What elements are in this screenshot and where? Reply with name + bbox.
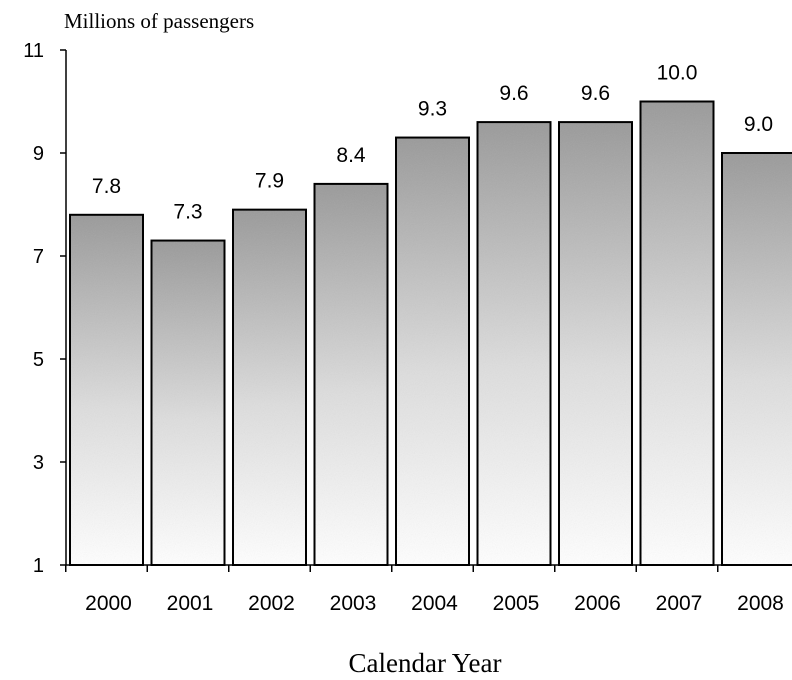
bar-texture (71, 215, 142, 565)
value-label: 9.0 (744, 113, 773, 136)
x-tick-label: 2007 (656, 592, 703, 615)
x-axis-title: Calendar Year (349, 648, 502, 678)
bar-texture (315, 184, 387, 564)
x-axis: 2000 2001 2002 2003 2004 2005 2006 2007 2008 (65, 564, 792, 615)
y-tick-label: 11 (23, 40, 44, 62)
value-label: 7.8 (92, 175, 121, 198)
x-tick-label: 2006 (574, 592, 621, 615)
x-tick-label: 2002 (248, 592, 295, 615)
x-tick-label: 2005 (493, 592, 540, 615)
x-tick-label: 2004 (411, 592, 458, 615)
y-tick-label: 5 (33, 349, 44, 371)
value-label: 7.9 (255, 170, 284, 193)
bars-group (69, 100, 792, 567)
value-labels-group: 7.8 7.3 7.9 8.4 9.3 9.6 9.6 10.0 9.0 (92, 62, 773, 224)
value-label: 9.3 (418, 98, 447, 121)
bar-texture (397, 138, 468, 565)
value-label: 9.6 (499, 82, 528, 105)
y-tick-label: 3 (33, 452, 44, 474)
x-tick-label: 2008 (737, 592, 784, 615)
bar-texture (641, 102, 713, 564)
y-axis: 1 3 5 7 9 11 (23, 40, 67, 577)
x-tick-label: 2003 (330, 592, 377, 615)
value-label: 7.3 (173, 201, 202, 224)
x-tick-label: 2000 (85, 592, 132, 615)
value-label: 9.6 (581, 82, 610, 105)
y-tick-label: 9 (33, 143, 44, 165)
y-axis-title: Millions of passengers (64, 9, 254, 33)
bar-texture (478, 123, 550, 564)
bar-texture (234, 210, 305, 564)
y-tick-label: 7 (33, 246, 44, 268)
y-tick-label: 1 (33, 555, 44, 577)
bar-texture (723, 154, 792, 564)
x-tick-label: 2001 (167, 592, 214, 615)
bar-texture (152, 241, 224, 565)
value-label: 8.4 (336, 144, 366, 167)
value-label: 10.0 (657, 62, 698, 85)
bar-texture (560, 123, 631, 564)
